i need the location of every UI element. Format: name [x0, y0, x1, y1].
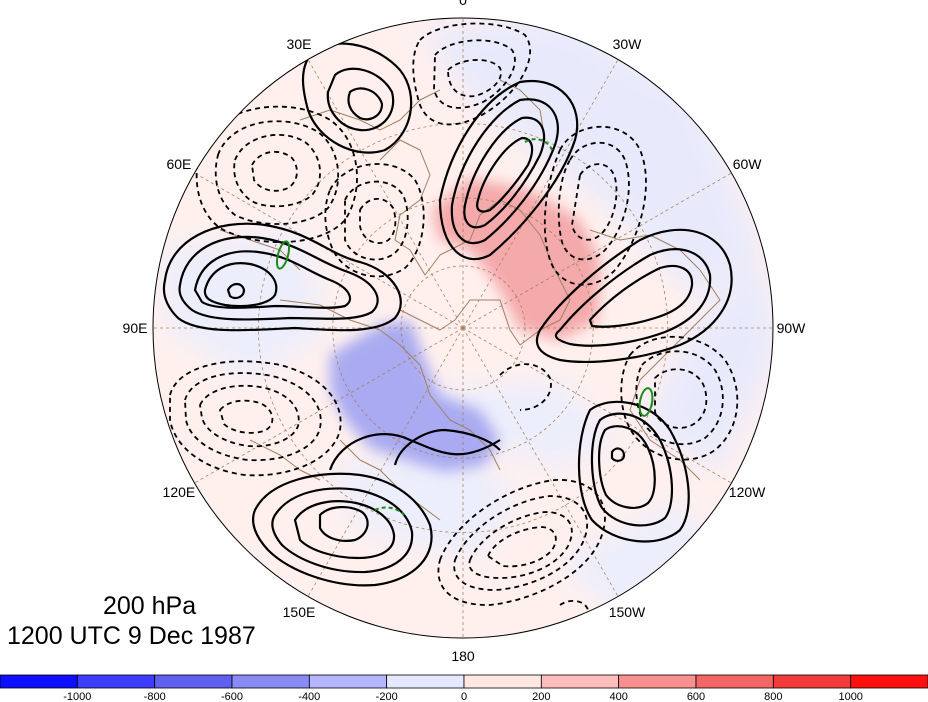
colorbar-label: -600: [221, 691, 243, 702]
colorbar-bin: [850, 674, 928, 689]
colorbar-label: 0: [461, 691, 467, 702]
graticule: [153, 18, 773, 638]
colorbar-bin: [540, 674, 620, 689]
colorbar-bin: [618, 674, 697, 689]
meridian-line: [194, 327, 464, 484]
colorbar-bin: [386, 674, 465, 689]
colorbar-label: -400: [298, 691, 320, 702]
colorbar-label: 600: [687, 691, 705, 702]
contour-high-150e: [251, 472, 433, 587]
longitude-label: 120E: [163, 484, 196, 500]
colorbar-bin: [463, 674, 542, 689]
colorbar-label: -800: [144, 691, 166, 702]
colorbar-label: 400: [610, 691, 628, 702]
meridian-line: [194, 172, 464, 329]
colorbar-bin: [695, 674, 774, 689]
contour-low-165w: [437, 479, 606, 606]
colorbar-bin: [0, 674, 78, 689]
colorbar-label: -200: [376, 691, 398, 702]
longitude-label: 150E: [283, 604, 316, 620]
title-time: 1200 UTC 9 Dec 1987: [7, 622, 256, 650]
colorbar-label: -1000: [63, 691, 91, 702]
map-boundary: [152, 17, 774, 639]
latitude-circle: [257, 122, 669, 534]
contour-layer: [162, 22, 739, 611]
longitude-label: 30W: [613, 36, 643, 52]
contour-green-60e: [275, 240, 291, 270]
contour-low-110e: [169, 360, 342, 477]
meridian-line: [462, 327, 619, 597]
colorbar-label: 200: [532, 691, 550, 702]
contour-high-60w: [535, 228, 733, 363]
meridian-line: [462, 59, 619, 329]
longitude-label: 180: [451, 648, 475, 664]
contour-low-105w: [620, 335, 739, 461]
longitude-label: 90W: [777, 320, 807, 336]
title-level: 200 hPa: [103, 592, 197, 620]
shading-layer: [153, 18, 773, 638]
longitude-label: 30E: [287, 36, 312, 52]
longitude-label: 150W: [609, 604, 646, 620]
contour-low-0: [412, 22, 531, 126]
longitude-label: 60W: [733, 156, 763, 172]
colorbar-bin: [231, 674, 310, 689]
contour-high-30w: [438, 79, 579, 261]
longitude-labels: 0 30W 60W 90W 120W 150W 180 150E 120E 90E 60E 30E: [123, 0, 807, 664]
meridian-line: [307, 59, 464, 329]
colorbar-bin: [772, 674, 852, 689]
colorbar-label: 1000: [838, 691, 862, 702]
meridian-line: [307, 327, 464, 597]
colorbar-bin: [76, 674, 156, 689]
longitude-label: 60E: [166, 156, 191, 172]
colorbar-label: 800: [764, 691, 782, 702]
contour-high-90e: [162, 222, 402, 332]
contour-high-30e: [301, 42, 413, 154]
colorbar-bin: [154, 674, 233, 689]
meridian-line: [462, 327, 732, 484]
polar-map: 0 30W 60W 90W 120W 150W 180 150E 120E 90E 60E 30E: [123, 0, 807, 664]
latitude-circle: [332, 197, 594, 459]
colorbar: -1000 -800 -600 -400 -200 0 200 400 600 800 1000: [0, 674, 928, 702]
longitude-label: 0: [459, 0, 467, 8]
contour-low-60e: [195, 105, 358, 243]
meridian-line: [462, 172, 732, 329]
longitude-label: 120W: [729, 484, 766, 500]
contour-green-105w: [638, 387, 654, 417]
contour-high-120w: [577, 400, 690, 543]
colorbar-bin: [308, 674, 388, 689]
latitude-circle: [400, 265, 526, 391]
longitude-label: 90E: [123, 320, 148, 336]
